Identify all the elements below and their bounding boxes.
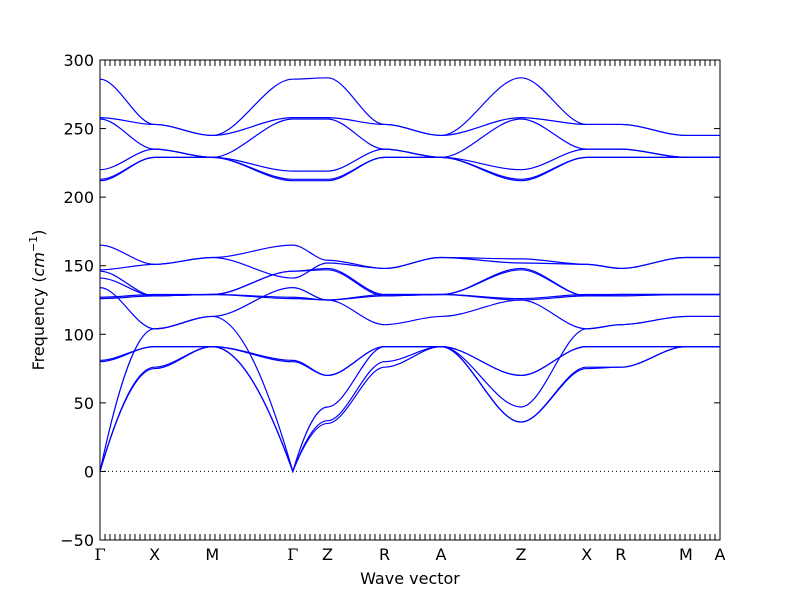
x-tick-label: R (379, 545, 390, 564)
band-line (99, 118, 720, 158)
band-line (99, 267, 720, 297)
y-tick-label: 50 (74, 394, 94, 413)
x-tick-label: Γ (94, 545, 105, 564)
y-tick-label: 250 (63, 120, 94, 139)
x-tick-label: X (149, 545, 160, 564)
band-line (99, 315, 720, 474)
y-tick-label: 100 (63, 325, 94, 344)
band-line (99, 346, 720, 474)
x-tick-label: A (715, 545, 726, 564)
tick-labels-layer: −50 0 50 100 150 200 250 300 Γ X M Γ Z R A Z X R M A (60, 51, 725, 564)
y-axis-label-text: Frequency (29, 288, 48, 371)
y-tick-label: 150 (63, 257, 94, 276)
band-line (99, 287, 720, 330)
x-tick-label: M (679, 545, 693, 564)
x-tick-label: Γ (287, 545, 298, 564)
y-tick-label: −50 (60, 531, 94, 550)
x-tick-label: Z (322, 545, 333, 564)
y-axis-label: Frequency (cm−1) (27, 230, 48, 371)
band-line (99, 156, 720, 180)
y-tick-label: 0 (84, 462, 94, 481)
x-tick-label: R (615, 545, 626, 564)
y-tick-label: 200 (63, 188, 94, 207)
band-line (99, 346, 720, 474)
plot-frame (99, 59, 721, 541)
series-layer (99, 77, 720, 474)
x-axis-label: Wave vector (360, 569, 460, 588)
band-line (99, 77, 720, 137)
band-line (99, 346, 720, 377)
band-line (99, 346, 720, 377)
x-tick-label: A (436, 545, 447, 564)
y-axis-label-unit-exponent: −1 (27, 236, 40, 252)
x-tick-label: M (205, 545, 219, 564)
y-axis-label-unit: cm (29, 252, 48, 276)
x-tick-label: Z (515, 545, 526, 564)
y-tick-label: 300 (63, 51, 94, 70)
band-line (99, 269, 720, 297)
band-line (99, 244, 720, 270)
x-tick-label: X (581, 545, 592, 564)
band-line (99, 156, 720, 182)
